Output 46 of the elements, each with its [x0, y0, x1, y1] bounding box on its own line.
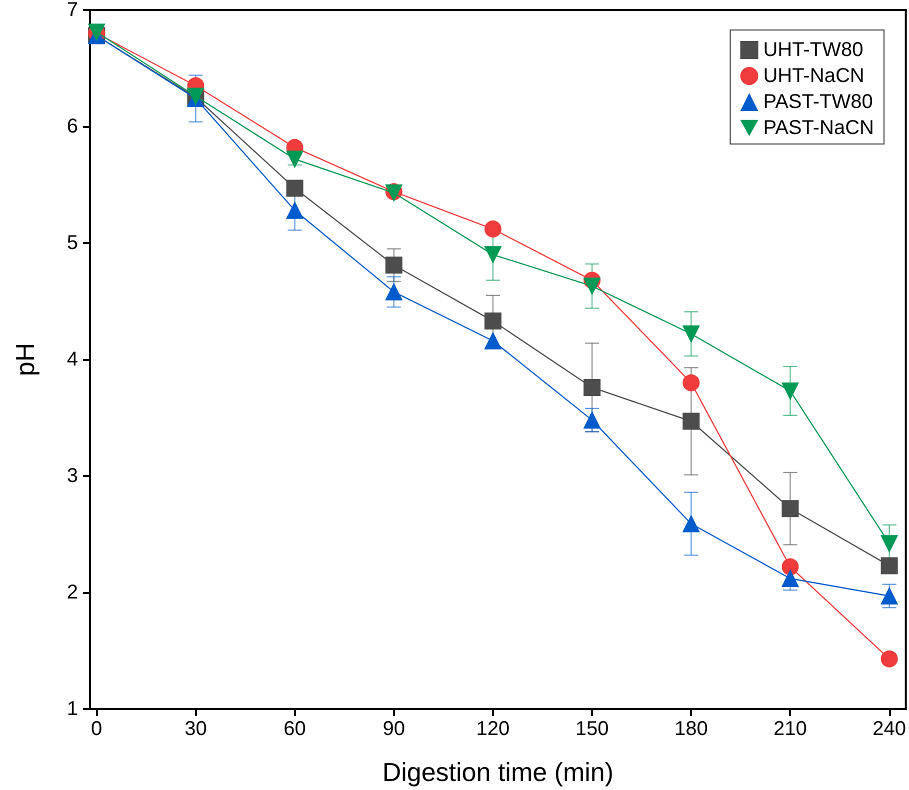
x-tick-label: 30: [184, 718, 207, 740]
y-tick-label: 2: [66, 582, 78, 604]
x-tick-label: 180: [674, 718, 708, 740]
point: [880, 650, 898, 668]
legend-label: UHT-TW80: [763, 39, 864, 61]
point: [286, 202, 304, 219]
legend-label: UHT-NaCN: [763, 65, 864, 87]
point: [682, 374, 700, 392]
point: [484, 312, 502, 330]
point: [484, 332, 502, 350]
point: [385, 283, 402, 300]
point: [782, 382, 799, 400]
point: [880, 587, 898, 604]
point: [584, 378, 601, 396]
y-tick-label: 7: [66, 0, 78, 21]
point: [484, 246, 502, 264]
point: [782, 500, 799, 518]
x-tick-label: 90: [382, 718, 405, 740]
x-tick-label: 240: [872, 718, 906, 740]
x-tick-label: 120: [476, 718, 510, 740]
y-tick-label: 3: [66, 465, 78, 487]
point: [484, 220, 502, 238]
y-tick-label: 1: [66, 698, 78, 720]
y-tick-label: 6: [66, 116, 78, 138]
point: [286, 180, 304, 197]
legend-label: PAST-NaCN: [763, 117, 874, 139]
point: [782, 558, 799, 576]
x-tick-label: 60: [284, 718, 306, 740]
point: [682, 412, 700, 430]
x-tick-label: 150: [575, 718, 609, 740]
point: [385, 256, 402, 274]
x-axis-title: Digestion time (min): [382, 757, 614, 787]
point: [584, 412, 601, 429]
point: [682, 515, 700, 532]
y-tick-label: 5: [66, 232, 78, 254]
point: [782, 570, 799, 588]
legend-label: PAST-TW80: [763, 91, 873, 113]
point: [682, 325, 700, 342]
x-tick-label: 210: [774, 718, 807, 740]
y-axis-title: pH: [10, 342, 40, 376]
y-tick-label: 4: [66, 348, 78, 370]
point: [286, 150, 304, 168]
point: [584, 278, 601, 295]
point: [880, 557, 898, 574]
point: [880, 535, 898, 552]
x-tick-label: 0: [91, 718, 102, 740]
